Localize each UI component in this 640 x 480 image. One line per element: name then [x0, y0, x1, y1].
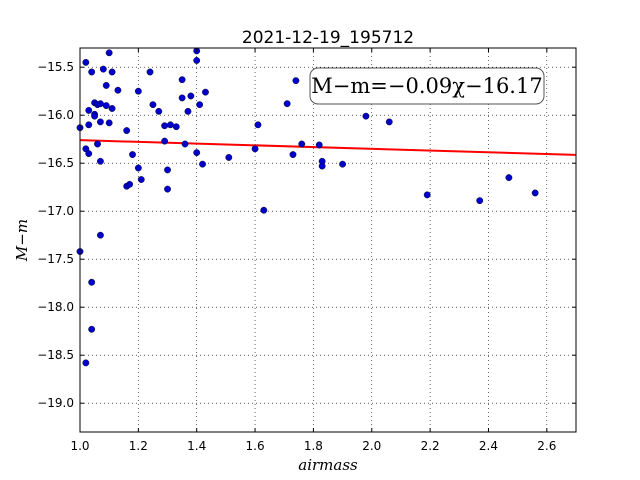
y-tick-label: −17.0 — [37, 204, 74, 218]
data-point — [164, 166, 171, 174]
gridlines — [79, 48, 576, 432]
data-point — [88, 278, 96, 286]
data-point — [97, 231, 104, 239]
y-tick-label: −15.5 — [37, 60, 74, 74]
data-point — [134, 164, 142, 172]
data-point — [161, 122, 169, 130]
data-point — [476, 197, 484, 205]
data-point — [99, 65, 107, 73]
data-point — [85, 107, 93, 114]
data-point — [94, 140, 101, 148]
data-point — [161, 137, 169, 145]
data-point — [292, 77, 300, 85]
data-point — [134, 87, 142, 95]
x-tick-label: 1.4 — [187, 439, 206, 453]
y-tick-label: −17.5 — [37, 252, 74, 266]
plot-frame — [79, 47, 577, 433]
data-point — [531, 189, 539, 197]
data-point — [181, 140, 189, 148]
data-point — [318, 162, 326, 170]
x-tick-label: 1.0 — [70, 439, 89, 453]
data-point — [82, 359, 90, 367]
data-point — [126, 180, 134, 188]
data-point — [260, 206, 268, 214]
data-point — [505, 174, 513, 182]
data-point — [97, 157, 104, 165]
x-tick-label: 2.2 — [421, 439, 440, 453]
fit-annotation-text: M−m=−0.09χ−16.17 — [311, 74, 542, 98]
data-point — [178, 76, 186, 84]
x-tick-label: 2.0 — [362, 439, 381, 453]
x-tick-label: 1.8 — [304, 439, 323, 453]
data-point — [85, 121, 93, 129]
data-point — [105, 119, 113, 127]
data-point — [97, 100, 104, 108]
data-point — [187, 92, 195, 100]
data-point — [85, 150, 93, 158]
data-point — [225, 154, 233, 161]
y-tick-label: −16.0 — [37, 108, 74, 122]
data-point — [91, 112, 98, 120]
data-point — [123, 127, 131, 134]
x-tick-label: 2.4 — [479, 439, 498, 453]
data-point — [155, 107, 163, 115]
fit-annotation-box: M−m=−0.09χ−16.17 — [309, 67, 545, 105]
data-point — [193, 57, 201, 64]
data-point — [193, 149, 201, 157]
data-point — [137, 176, 145, 183]
data-point — [362, 112, 370, 120]
data-point — [199, 160, 206, 168]
data-point — [97, 118, 104, 126]
data-point — [385, 118, 393, 126]
data-point — [129, 151, 136, 158]
x-tick-label: 1.6 — [246, 439, 265, 453]
data-point — [339, 160, 346, 168]
data-point — [102, 82, 110, 89]
data-point — [184, 107, 192, 115]
data-point — [167, 121, 174, 129]
data-point — [88, 68, 96, 76]
y-tick-label: −18.5 — [37, 348, 74, 362]
data-point — [283, 100, 291, 108]
data-point — [108, 68, 116, 76]
data-point — [178, 94, 186, 102]
y-tick-label: −16.5 — [37, 156, 74, 170]
data-point — [196, 101, 204, 109]
y-tick-label: −18.0 — [37, 300, 74, 314]
data-point — [164, 185, 171, 193]
data-point — [254, 121, 262, 129]
data-point — [102, 102, 110, 110]
data-point — [172, 123, 180, 131]
data-point — [149, 101, 157, 109]
x-axis-label: airmass — [298, 456, 358, 474]
data-point — [88, 325, 96, 333]
data-point — [251, 145, 259, 153]
x-tick-label: 2.6 — [537, 439, 556, 453]
data-point — [105, 49, 113, 57]
data-point — [298, 140, 306, 148]
data-point — [423, 191, 431, 199]
data-point — [315, 141, 323, 149]
data-points — [76, 47, 539, 367]
fit-annotation-frame — [309, 67, 545, 105]
data-point — [82, 59, 90, 66]
data-point — [202, 88, 209, 96]
data-point — [108, 105, 116, 112]
data-point — [146, 68, 154, 76]
axis-ticks: 1.0 1.2 1.4 1.6 1.8 2.0 2.2 2.4 2.6 −15.5 −16.0 −16… — [37, 48, 576, 453]
data-point — [289, 151, 297, 158]
x-tick-label: 1.2 — [129, 439, 148, 453]
y-axis-label: M−m — [13, 219, 31, 262]
data-point — [114, 86, 122, 94]
y-tick-label: −19.0 — [37, 396, 74, 410]
chart-title: 2021-12-19_195712 — [242, 28, 414, 48]
